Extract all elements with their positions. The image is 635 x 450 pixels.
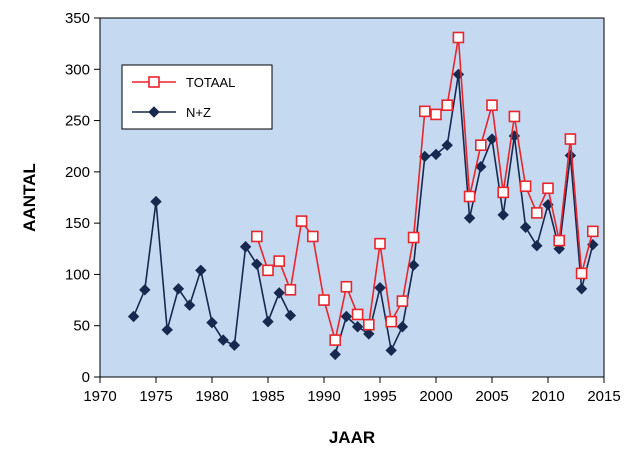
data-point: [396, 321, 409, 333]
data-point: [161, 324, 173, 336]
data-point: [262, 264, 274, 277]
data-point: [340, 310, 353, 323]
data-point: [273, 255, 286, 267]
data-point: [441, 139, 453, 151]
data-point: [497, 186, 510, 199]
x-tick-label: 1975: [139, 388, 172, 405]
x-tick-label: 1970: [83, 388, 116, 405]
data-point: [452, 31, 465, 44]
data-point: [329, 348, 341, 361]
data-point: [340, 280, 353, 293]
data-point: [329, 334, 342, 346]
data-point: [148, 106, 160, 118]
legend: TOTAAL N+Z: [121, 64, 273, 130]
data-point: [575, 267, 588, 280]
data-point: [497, 209, 509, 221]
data-point: [172, 283, 185, 295]
data-point: [519, 221, 532, 233]
y-tick-label: 300: [65, 61, 90, 78]
legend-box: [121, 64, 273, 130]
legend-item: TOTAAL: [132, 75, 235, 90]
series-totaal: [251, 31, 599, 346]
data-point: [251, 258, 263, 270]
legend-label: N+Z: [186, 105, 211, 120]
y-axis-ticks: 0 50 100 150 200 250 300 350: [65, 10, 100, 386]
y-tick-label: 50: [73, 318, 90, 335]
data-point: [407, 231, 420, 244]
data-point: [564, 133, 577, 145]
legend-label: TOTAAL: [186, 75, 235, 90]
x-tick-label: 1980: [195, 388, 228, 405]
data-point: [284, 284, 297, 296]
data-point: [251, 230, 263, 243]
y-tick-label: 350: [65, 10, 90, 27]
data-point: [508, 110, 521, 123]
data-point: [362, 318, 375, 331]
data-point: [206, 316, 218, 329]
y-tick-label: 250: [65, 113, 90, 130]
data-point: [530, 207, 543, 219]
data-point: [183, 299, 196, 311]
data-point: [195, 264, 207, 277]
data-point: [217, 334, 229, 346]
x-tick-label: 1990: [307, 388, 340, 405]
x-tick-label: 1985: [251, 388, 284, 405]
data-point: [139, 284, 151, 296]
data-point: [374, 282, 386, 294]
data-point: [295, 215, 308, 227]
x-tick-label: 2005: [475, 388, 508, 405]
data-point: [239, 241, 252, 253]
data-point: [553, 234, 566, 247]
y-axis-title: AANTAL: [20, 163, 39, 232]
data-point: [463, 190, 476, 203]
data-point: [430, 148, 442, 161]
data-point: [519, 180, 532, 193]
data-point: [486, 99, 498, 111]
data-point: [542, 182, 554, 195]
series-layer: [127, 31, 599, 361]
x-tick-label: 1995: [363, 388, 396, 405]
data-point: [306, 230, 319, 243]
legend-item: N+Z: [132, 105, 211, 120]
data-point: [441, 99, 454, 111]
data-point: [273, 287, 285, 299]
series-n-z: [127, 68, 599, 361]
data-point: [475, 161, 487, 173]
data-point: [385, 344, 397, 357]
data-point: [150, 195, 162, 208]
data-point: [148, 76, 160, 88]
data-point: [474, 139, 487, 151]
x-tick-label: 2015: [587, 388, 620, 405]
data-point: [262, 315, 274, 328]
x-tick-label: 2010: [531, 388, 564, 405]
data-point: [127, 310, 140, 323]
data-point: [284, 309, 297, 322]
data-point: [396, 295, 409, 307]
x-axis-ticks: 1970 1975 1980 1985 1990 1995 2000 2005 2010 2015: [83, 377, 621, 405]
data-point: [351, 308, 364, 321]
data-point: [318, 294, 330, 306]
y-tick-label: 150: [65, 215, 90, 232]
data-point: [575, 283, 588, 295]
series-line: [334, 74, 594, 355]
y-tick-label: 200: [65, 164, 90, 181]
data-point: [351, 321, 364, 333]
data-point: [363, 328, 375, 340]
data-point: [586, 225, 599, 238]
data-point: [385, 315, 398, 328]
data-point: [531, 240, 543, 252]
data-point: [430, 108, 442, 121]
data-point: [374, 237, 386, 250]
x-tick-label: 2000: [419, 388, 452, 405]
y-tick-label: 0: [82, 369, 90, 386]
data-point: [407, 259, 420, 271]
x-axis-title: JAAR: [329, 428, 375, 447]
y-tick-label: 100: [65, 266, 90, 283]
data-point: [228, 339, 241, 351]
data-point: [463, 212, 476, 224]
data-point: [418, 105, 431, 118]
